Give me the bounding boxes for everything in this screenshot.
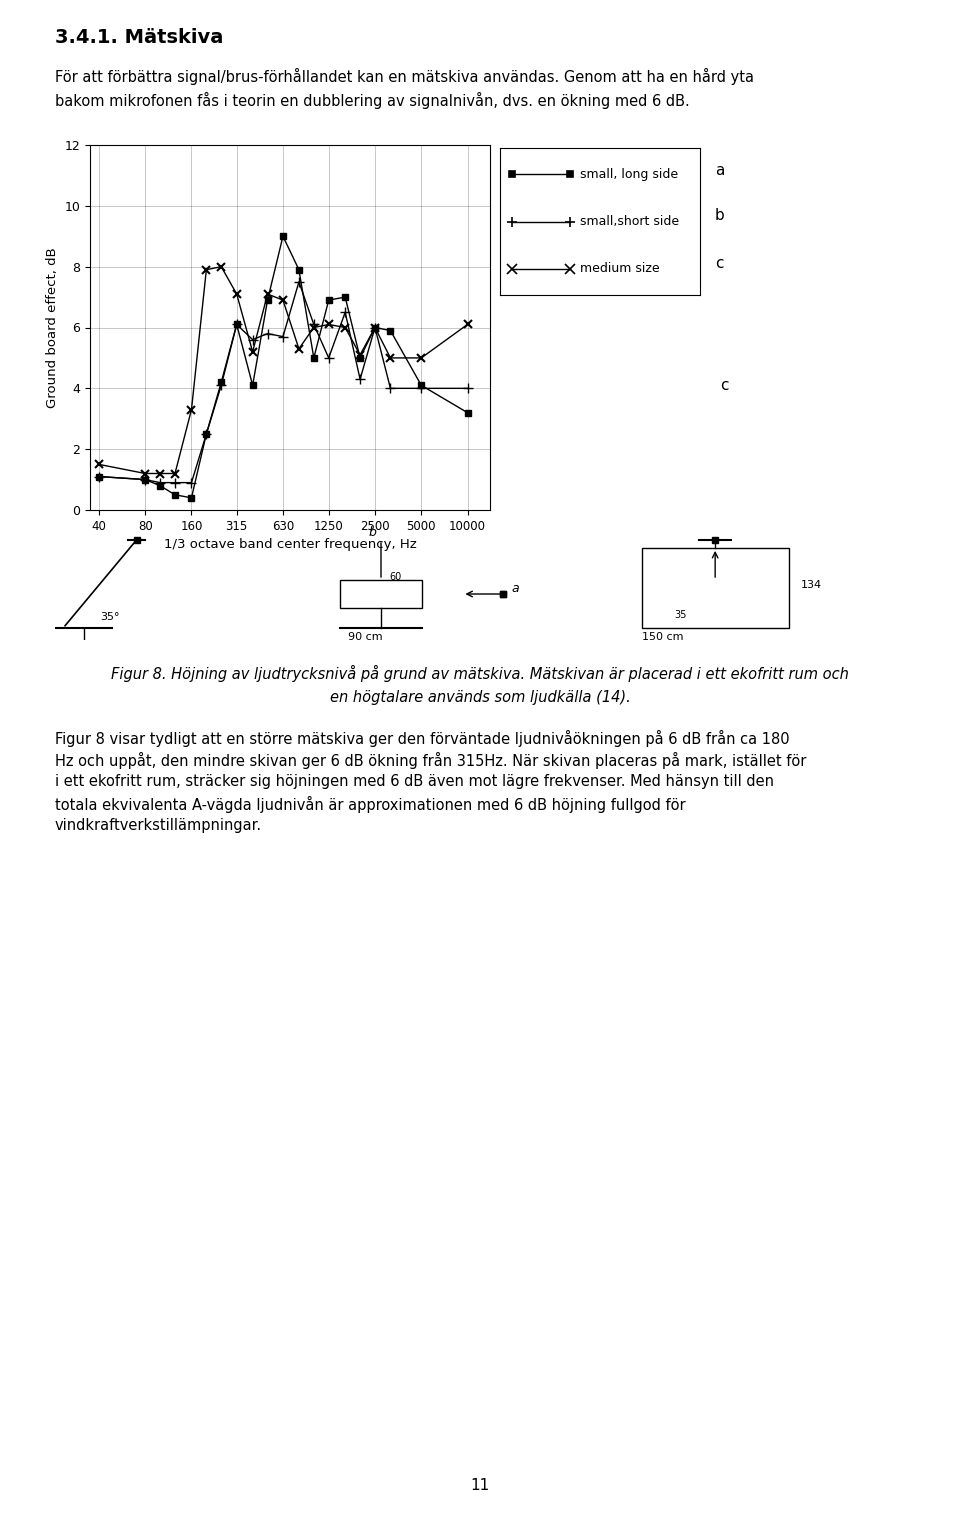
small, long side	[215, 373, 227, 391]
Text: small, long side: small, long side	[580, 168, 678, 181]
small,short side	[385, 379, 396, 397]
small, long side	[169, 485, 180, 504]
medium size	[462, 316, 473, 334]
small,short side	[354, 370, 366, 388]
small,short side	[262, 325, 274, 343]
Text: För att förbättra signal/brus-förhållandet kan en mätskiva användas. Genom att h: För att förbättra signal/brus-förhålland…	[55, 68, 754, 85]
small,short side	[139, 470, 151, 488]
Text: c: c	[720, 378, 729, 393]
Text: 11: 11	[470, 1478, 490, 1493]
medium size	[185, 400, 197, 419]
medium size	[247, 343, 258, 361]
small,short side	[370, 319, 381, 337]
Line: small, long side: small, long side	[95, 232, 471, 501]
Text: 35°: 35°	[100, 611, 119, 622]
Text: vindkraftverkstillämpningar.: vindkraftverkstillämpningar.	[55, 818, 262, 833]
small, long side	[293, 261, 304, 279]
small, long side	[247, 376, 258, 394]
small, long side	[155, 476, 166, 495]
medium size	[277, 291, 289, 309]
small, long side	[262, 291, 274, 309]
medium size	[262, 285, 274, 303]
Bar	[340, 579, 421, 608]
Line: small,short side: small,short side	[94, 278, 472, 487]
small,short side	[93, 467, 105, 485]
medium size	[323, 316, 334, 334]
Text: c: c	[715, 256, 724, 272]
small, long side	[185, 488, 197, 507]
Text: medium size: medium size	[580, 262, 660, 275]
Text: 90 cm: 90 cm	[348, 633, 383, 642]
small, long side	[323, 291, 334, 309]
Text: b: b	[369, 526, 376, 539]
Text: 35: 35	[674, 610, 686, 620]
small, long side	[462, 404, 473, 422]
Text: 60: 60	[389, 572, 401, 583]
small, long side	[139, 470, 151, 488]
small,short side	[293, 273, 304, 291]
small,short side	[215, 376, 227, 394]
small,short side	[185, 473, 197, 492]
small, long side	[277, 228, 289, 246]
small, long side	[385, 322, 396, 340]
medium size	[215, 258, 227, 276]
small,short side	[155, 473, 166, 492]
small, long side	[201, 425, 212, 443]
small,short side	[340, 303, 351, 322]
medium size	[201, 261, 212, 279]
small, long side	[416, 376, 427, 394]
small,short side	[169, 473, 180, 492]
Text: Hz och uppåt, den mindre skivan ger 6 dB ökning från 315Hz. När skivan placeras : Hz och uppåt, den mindre skivan ger 6 dB…	[55, 752, 806, 769]
Text: 150 cm: 150 cm	[642, 633, 684, 642]
Text: a: a	[512, 583, 519, 595]
medium size	[385, 349, 396, 367]
medium size	[155, 464, 166, 482]
Bar	[642, 548, 788, 628]
medium size	[354, 346, 366, 364]
small,short side	[323, 349, 334, 367]
medium size	[370, 319, 381, 337]
Text: a: a	[715, 162, 725, 177]
medium size	[139, 464, 151, 482]
small,short side	[416, 379, 427, 397]
medium size	[293, 340, 304, 358]
small,short side	[231, 316, 243, 334]
Text: Figur 8. Höjning av ljudtrycksnivå på grund av mätskiva. Mätskivan är placerad i: Figur 8. Höjning av ljudtrycksnivå på gr…	[111, 664, 849, 683]
small, long side	[370, 319, 381, 337]
small, long side	[340, 288, 351, 306]
small,short side	[308, 316, 320, 334]
small, long side	[354, 349, 366, 367]
small,short side	[462, 379, 473, 397]
Y-axis label: Ground board effect, dB: Ground board effect, dB	[46, 247, 59, 408]
small,short side	[201, 425, 212, 443]
small, long side	[231, 316, 243, 334]
medium size	[169, 464, 180, 482]
medium size	[231, 285, 243, 303]
Text: en högtalare används som ljudkälla (14).: en högtalare används som ljudkälla (14).	[329, 690, 631, 705]
Text: Figur 8 visar tydligt att en större mätskiva ger den förväntade ljudnivåökningen: Figur 8 visar tydligt att en större mäts…	[55, 730, 790, 746]
Text: 134: 134	[801, 579, 822, 590]
Text: i ett ekofritt rum, sträcker sig höjningen med 6 dB även mot lägre frekvenser. M: i ett ekofritt rum, sträcker sig höjning…	[55, 774, 774, 789]
small,short side	[247, 331, 258, 349]
Text: totala ekvivalenta A-vägda ljudnivån är approximationen med 6 dB höjning fullgod: totala ekvivalenta A-vägda ljudnivån är …	[55, 796, 685, 813]
Text: 3.4.1. Mätskiva: 3.4.1. Mätskiva	[55, 27, 224, 47]
Line: medium size: medium size	[95, 262, 471, 478]
small, long side	[308, 349, 320, 367]
small, long side	[93, 467, 105, 485]
Text: b: b	[715, 208, 725, 223]
small,short side	[277, 328, 289, 346]
Text: bakom mikrofonen fås i teorin en dubblering av signalnivån, dvs. en ökning med 6: bakom mikrofonen fås i teorin en dubbler…	[55, 93, 689, 109]
medium size	[416, 349, 427, 367]
medium size	[340, 319, 351, 337]
X-axis label: 1/3 octave band center frequency, Hz: 1/3 octave band center frequency, Hz	[163, 539, 417, 551]
medium size	[308, 319, 320, 337]
medium size	[93, 455, 105, 473]
Text: small,short side: small,short side	[580, 215, 679, 228]
